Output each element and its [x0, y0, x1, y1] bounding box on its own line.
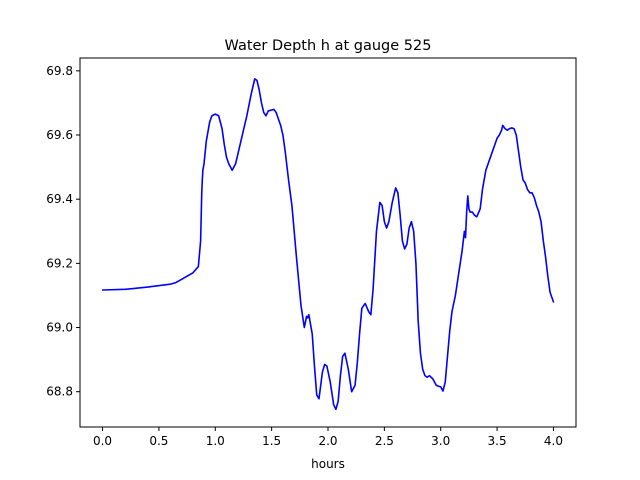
chart-title: Water Depth h at gauge 525 — [225, 38, 432, 54]
x-tick-label: 3.5 — [488, 434, 507, 448]
y-tick-label: 69.2 — [46, 256, 73, 270]
x-tick-label: 4.0 — [544, 434, 563, 448]
x-tick-label: 1.5 — [262, 434, 281, 448]
y-tick-label: 68.8 — [46, 385, 73, 399]
y-tick-label: 69.4 — [46, 192, 73, 206]
x-tick-label: 0.0 — [93, 434, 112, 448]
x-axis-title: hours — [311, 457, 345, 471]
x-tick-label: 2.0 — [318, 434, 337, 448]
x-tick-label: 1.0 — [206, 434, 225, 448]
x-tick-label: 2.5 — [375, 434, 394, 448]
y-tick-label: 69.8 — [46, 64, 73, 78]
y-tick-label: 69.0 — [46, 321, 73, 335]
y-tick-label: 69.6 — [46, 128, 73, 142]
x-tick-label: 0.5 — [149, 434, 168, 448]
plot-area: 0.0 0.5 1.0 1.5 2.0 2.5 3.0 3.5 4.0 68.8 69.0 69.2 6… — [46, 57, 577, 448]
series-line-0 — [101, 78, 555, 411]
x-tick-label: 3.0 — [431, 434, 450, 448]
